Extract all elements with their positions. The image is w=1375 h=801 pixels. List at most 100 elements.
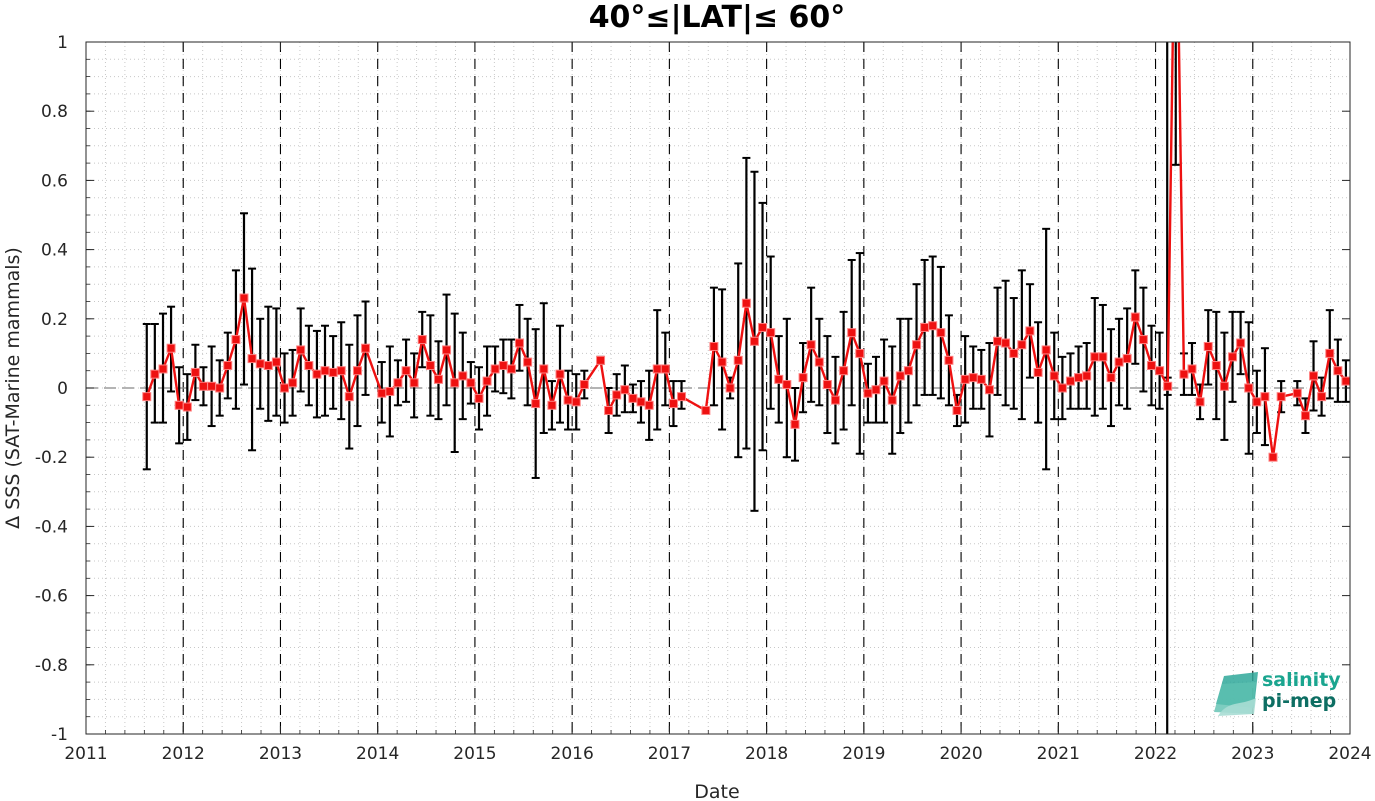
x-tick-label: 2011 (64, 744, 107, 764)
data-point (288, 378, 298, 388)
data-point (847, 328, 857, 338)
data-point (320, 366, 330, 376)
y-tick-label: -0.2 (35, 448, 68, 468)
data-point (474, 393, 484, 403)
data-point (725, 383, 735, 393)
data-point (1244, 383, 1254, 393)
data-point (1082, 371, 1092, 381)
data-point (466, 378, 476, 388)
data-point (717, 357, 727, 367)
data-point (758, 322, 768, 332)
data-point (879, 376, 889, 386)
data-point (1179, 369, 1189, 379)
x-tick-label: 2024 (1328, 744, 1371, 764)
data-point (806, 340, 816, 350)
data-point (223, 361, 233, 371)
y-tick-label: -0.4 (35, 517, 68, 537)
data-point (239, 293, 249, 303)
data-point (1187, 364, 1197, 374)
data-point (174, 400, 184, 410)
logo-text-pi-mep: pi-mep (1262, 690, 1336, 712)
data-point (190, 367, 200, 377)
data-point (1065, 376, 1075, 386)
data-point (1276, 392, 1286, 402)
data-point (571, 397, 581, 407)
data-point (871, 385, 881, 395)
data-point (1333, 366, 1343, 376)
data-point (830, 395, 840, 405)
data-point (352, 366, 362, 376)
data-point (1033, 367, 1043, 377)
data-point (1203, 341, 1213, 351)
data-point (620, 385, 630, 395)
y-axis-label: Δ SSS (SAT-Marine mammals) (2, 247, 24, 529)
data-point (482, 376, 492, 386)
data-point (774, 374, 784, 384)
salinity-pi-mep-logo: salinity pi-mep (1214, 669, 1341, 716)
data-point (1138, 335, 1148, 345)
x-tick-label: 2013 (259, 744, 302, 764)
data-point (920, 322, 930, 332)
data-point (1292, 388, 1302, 398)
data-point (733, 355, 743, 365)
data-point (1325, 348, 1335, 358)
x-tick-label: 2021 (1037, 744, 1080, 764)
data-point (247, 354, 257, 364)
data-point (328, 367, 338, 377)
data-point (1163, 381, 1173, 391)
data-point (377, 388, 387, 398)
data-point (1090, 352, 1100, 362)
data-point (498, 361, 508, 371)
x-tick-label: 2020 (939, 744, 982, 764)
data-point (255, 359, 265, 369)
data-point (612, 390, 622, 400)
y-tick-label: -0.6 (35, 587, 68, 607)
data-point (417, 335, 427, 345)
data-point (514, 338, 524, 348)
data-point (709, 341, 719, 351)
data-point (547, 400, 557, 410)
data-point (490, 364, 500, 374)
y-tick-label: 0.6 (41, 171, 68, 191)
data-point (677, 392, 687, 402)
data-point (1211, 361, 1221, 371)
data-point (596, 355, 606, 365)
data-point (1057, 383, 1067, 393)
x-axis-label: Date (694, 781, 739, 801)
data-point (960, 374, 970, 384)
data-point (458, 371, 468, 381)
data-point (1155, 366, 1165, 376)
data-point (531, 399, 541, 409)
data-point (928, 321, 938, 331)
series-markers (142, 293, 1351, 462)
data-point (644, 400, 654, 410)
data-point (1001, 338, 1011, 348)
data-point (433, 374, 443, 384)
x-tick-label: 2023 (1231, 744, 1274, 764)
data-point (1300, 411, 1310, 421)
data-point (855, 348, 865, 358)
data-point (604, 405, 614, 415)
data-point (741, 298, 751, 308)
data-point (271, 357, 281, 367)
data-point (442, 345, 452, 355)
data-point (1017, 340, 1027, 350)
x-axis-ticks: 2011 2012 2013 2014 2015 2016 2017 2018 2019 2020… (64, 42, 1372, 764)
data-point (668, 399, 678, 409)
data-point (1098, 352, 1108, 362)
logo-text-salinity: salinity (1262, 669, 1341, 691)
data-point (1130, 312, 1140, 322)
data-point (798, 373, 808, 383)
data-point (993, 336, 1003, 346)
data-point (336, 366, 346, 376)
data-point (523, 357, 533, 367)
x-tick-label: 2015 (453, 744, 496, 764)
data-point (385, 386, 395, 396)
data-point (579, 380, 589, 390)
data-point (1146, 361, 1156, 371)
data-point (361, 343, 371, 353)
data-point (1252, 397, 1262, 407)
data-point (231, 335, 241, 345)
data-point (944, 355, 954, 365)
data-point (790, 419, 800, 429)
